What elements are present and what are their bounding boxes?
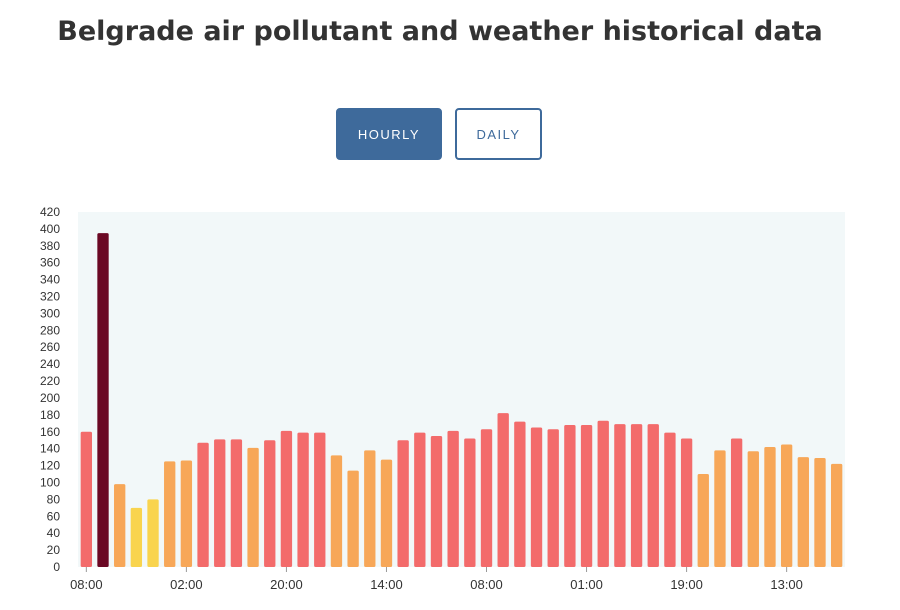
y-tick-label: 360 bbox=[40, 256, 60, 270]
y-tick-label: 400 bbox=[40, 222, 60, 236]
bar[interactable] bbox=[647, 424, 659, 567]
bar[interactable] bbox=[364, 450, 376, 567]
bar[interactable] bbox=[714, 450, 726, 567]
y-tick-label: 0 bbox=[53, 560, 60, 574]
y-tick-label: 240 bbox=[40, 357, 60, 371]
bar[interactable] bbox=[830, 463, 843, 567]
y-tick-label: 160 bbox=[40, 425, 60, 439]
bar[interactable] bbox=[397, 440, 409, 567]
bar[interactable] bbox=[330, 455, 343, 567]
bar[interactable] bbox=[430, 435, 443, 567]
x-tick-label: 13:00 bbox=[770, 577, 803, 592]
tab-hourly[interactable]: HOURLY bbox=[336, 108, 442, 160]
bar[interactable] bbox=[580, 425, 593, 567]
bar[interactable] bbox=[697, 474, 709, 567]
x-tick-label: 08:00 bbox=[70, 577, 103, 592]
bar[interactable] bbox=[280, 430, 293, 567]
x-tick-label: 08:00 bbox=[470, 577, 503, 592]
bar[interactable] bbox=[497, 413, 509, 567]
x-tick-label: 14:00 bbox=[370, 577, 403, 592]
bar[interactable] bbox=[780, 444, 793, 567]
bar[interactable] bbox=[214, 439, 226, 567]
x-axis: 08:00 02:00 20:00 14:00 08:00 01:00 19:00 13:00 bbox=[70, 567, 803, 592]
bar[interactable] bbox=[147, 499, 159, 567]
y-tick-label: 200 bbox=[40, 391, 60, 405]
y-tick-label: 40 bbox=[47, 526, 61, 540]
bar[interactable] bbox=[597, 420, 609, 567]
y-tick-label: 140 bbox=[40, 442, 60, 456]
y-tick-label: 420 bbox=[40, 205, 60, 219]
bar[interactable] bbox=[614, 424, 626, 567]
tab-daily[interactable]: DAILY bbox=[455, 108, 542, 160]
bar[interactable] bbox=[514, 421, 526, 567]
bar[interactable] bbox=[264, 440, 276, 567]
y-tick-label: 100 bbox=[40, 475, 60, 489]
y-axis: 0 20 40 60 80 100 120 140 160 180 200 220 240 260 280 3… bbox=[40, 205, 60, 574]
y-tick-label: 380 bbox=[40, 239, 60, 253]
y-tick-label: 80 bbox=[47, 492, 61, 506]
bar[interactable] bbox=[447, 430, 459, 567]
page-title: Belgrade air pollutant and weather histo… bbox=[57, 16, 823, 47]
bar[interactable] bbox=[764, 446, 776, 567]
y-tick-label: 220 bbox=[40, 374, 60, 388]
bar[interactable] bbox=[464, 438, 476, 567]
x-tick-label: 19:00 bbox=[670, 577, 703, 592]
bar[interactable] bbox=[814, 457, 826, 567]
y-tick-label: 180 bbox=[40, 408, 60, 422]
plot-background bbox=[78, 212, 845, 567]
bar[interactable] bbox=[297, 432, 309, 567]
bar[interactable] bbox=[564, 425, 576, 567]
bar[interactable] bbox=[97, 233, 109, 567]
bar[interactable] bbox=[247, 447, 259, 567]
y-tick-label: 60 bbox=[47, 509, 61, 523]
y-tick-label: 260 bbox=[40, 340, 60, 354]
bar[interactable] bbox=[630, 424, 643, 567]
bar[interactable] bbox=[414, 432, 426, 567]
x-tick-label: 20:00 bbox=[270, 577, 303, 592]
bar[interactable] bbox=[547, 429, 559, 567]
bar[interactable] bbox=[730, 438, 743, 567]
bar[interactable] bbox=[530, 427, 543, 567]
x-tick-label: 02:00 bbox=[170, 577, 203, 592]
x-tick-label: 01:00 bbox=[570, 577, 603, 592]
bar[interactable] bbox=[480, 429, 493, 567]
y-tick-label: 120 bbox=[40, 459, 60, 473]
bars bbox=[80, 233, 843, 568]
bar[interactable] bbox=[680, 438, 693, 567]
y-tick-label: 320 bbox=[40, 290, 60, 304]
bar[interactable] bbox=[197, 442, 209, 567]
bar[interactable] bbox=[80, 431, 93, 567]
bar[interactable] bbox=[797, 457, 809, 567]
hourly-bar-chart: 0 20 40 60 80 100 120 140 160 180 200 220 240 260 280 3… bbox=[40, 205, 845, 592]
bar[interactable] bbox=[114, 484, 126, 567]
bar[interactable] bbox=[664, 432, 676, 567]
bar[interactable] bbox=[230, 439, 243, 567]
y-tick-label: 20 bbox=[47, 543, 61, 557]
y-tick-label: 340 bbox=[40, 273, 60, 287]
y-tick-label: 300 bbox=[40, 306, 60, 320]
bar[interactable] bbox=[747, 451, 759, 567]
bar[interactable] bbox=[347, 470, 359, 567]
bar[interactable] bbox=[130, 507, 143, 567]
y-tick-label: 280 bbox=[40, 323, 60, 337]
bar[interactable] bbox=[380, 459, 393, 567]
bar[interactable] bbox=[164, 461, 176, 567]
bar[interactable] bbox=[180, 460, 193, 568]
bar[interactable] bbox=[314, 432, 326, 567]
